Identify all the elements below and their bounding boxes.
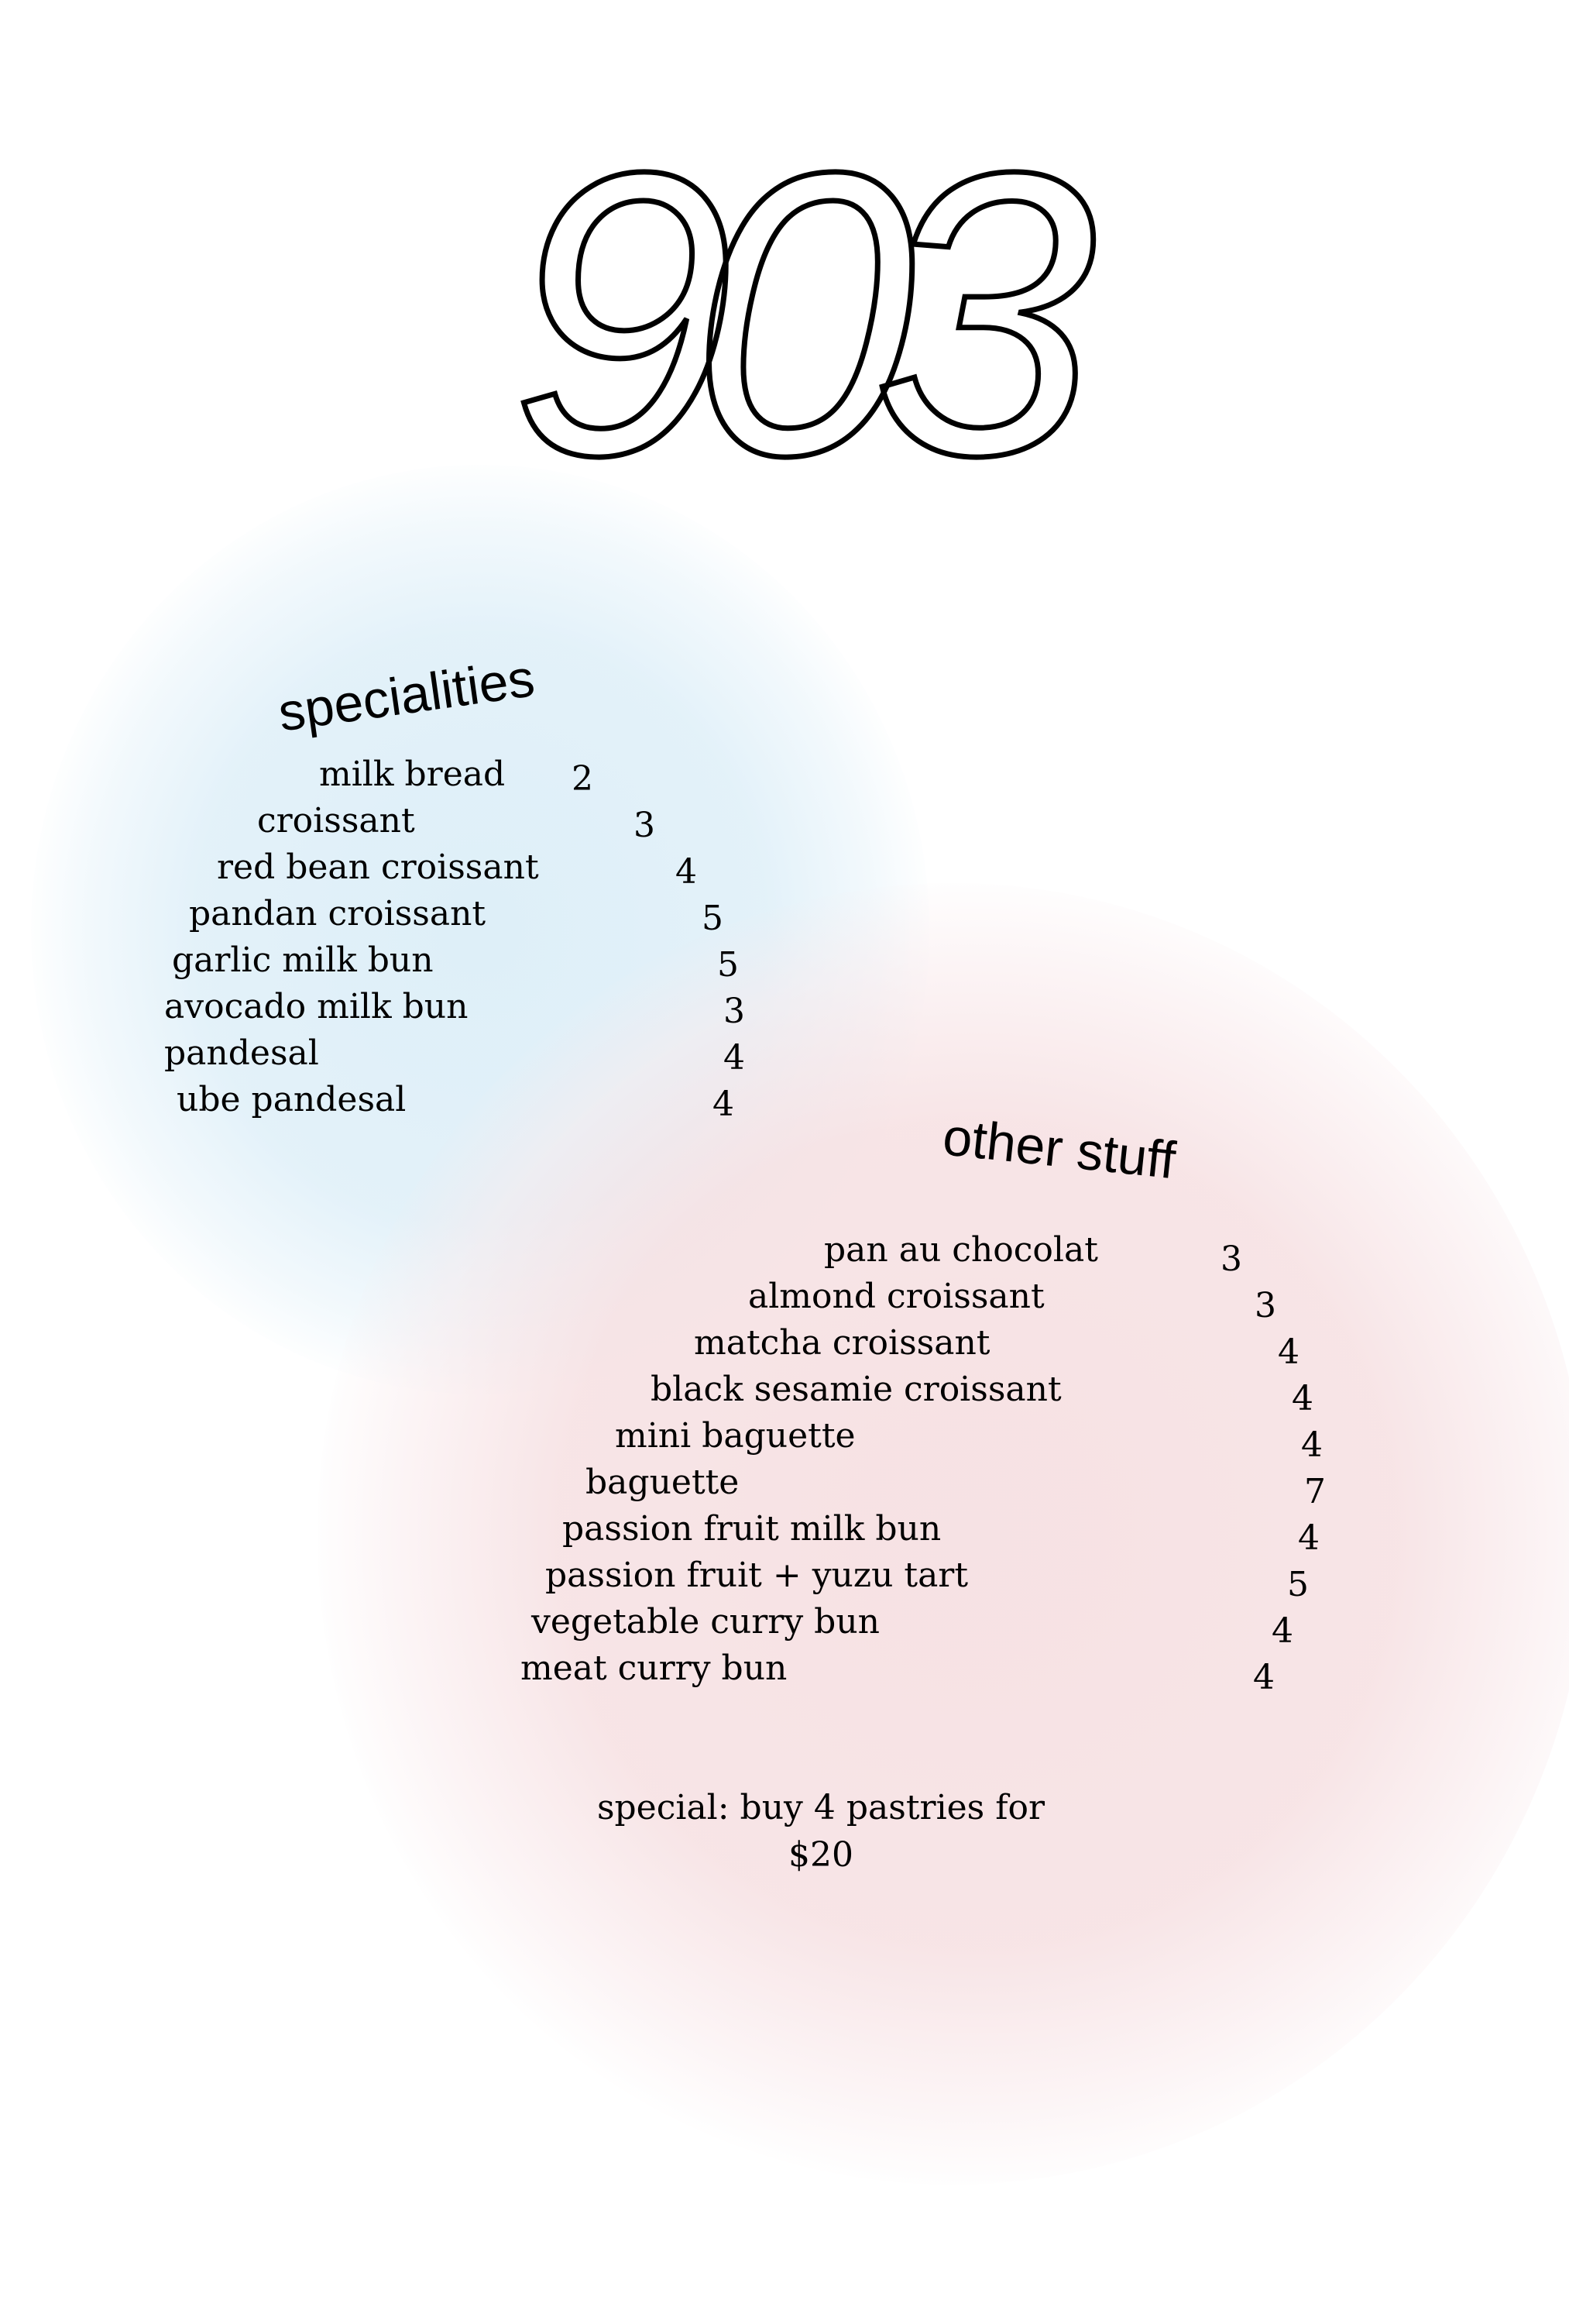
other-stuff-item-name: meat curry bun [520, 1648, 788, 1688]
other-stuff-item-price: 3 [1221, 1239, 1242, 1279]
pink-background-blob [318, 883, 1569, 2185]
other-stuff-item-price: 4 [1298, 1518, 1320, 1558]
specialities-item-name: ube pandesal [177, 1080, 407, 1119]
specialities-item-name: garlic milk bun [172, 940, 434, 980]
specialities-item-price: 3 [633, 806, 655, 845]
other-stuff-item-price: 3 [1255, 1286, 1276, 1325]
specialities-item-name: pandesal [164, 1033, 319, 1073]
specialities-item-price: 3 [723, 992, 745, 1031]
other-stuff-item-price: 4 [1292, 1379, 1313, 1418]
specialities-item-name: pandan croissant [189, 894, 486, 933]
other-stuff-item-price: 5 [1287, 1565, 1309, 1604]
special-offer-line1: special: buy 4 pastries for [596, 1788, 1045, 1827]
specialities-item-name: red bean croissant [217, 847, 539, 887]
other-stuff-item-price: 4 [1278, 1332, 1299, 1372]
logo-903: 903 [507, 87, 1145, 542]
specialities-item-price: 4 [723, 1038, 745, 1078]
specialities-item-price: 4 [675, 852, 697, 892]
other-stuff-item-name: almond croissant [748, 1277, 1045, 1316]
other-stuff-item-name: vegetable curry bun [531, 1602, 881, 1642]
other-stuff-item-price: 7 [1304, 1472, 1326, 1511]
other-stuff-item-price: 4 [1272, 1611, 1293, 1651]
other-stuff-item-price: 4 [1301, 1425, 1323, 1465]
other-stuff-item-name: passion fruit + yuzu tart [545, 1556, 969, 1595]
special-offer-price: $20 [788, 1835, 853, 1875]
other-stuff-item-name: mini baguette [615, 1416, 856, 1456]
other-stuff-item-name: black sesamie croissant [651, 1370, 1062, 1409]
other-stuff-item-name: pan au chocolat [824, 1230, 1098, 1270]
specialities-item-price: 5 [702, 899, 723, 938]
other-stuff-item-price: 4 [1253, 1658, 1275, 1697]
logo-text: 903 [510, 89, 1100, 539]
other-stuff-item-name: baguette [585, 1463, 740, 1502]
specialities-item-name: avocado milk bun [164, 987, 469, 1026]
specialities-item-price: 4 [712, 1085, 734, 1124]
other-stuff-item-name: passion fruit milk bun [562, 1509, 942, 1549]
specialities-item-name: milk bread [319, 755, 506, 794]
specialities-item-name: croissant [257, 801, 415, 841]
specialities-item-price: 5 [717, 945, 739, 985]
specialities-item-price: 2 [572, 759, 593, 799]
other-stuff-item-name: matcha croissant [694, 1323, 990, 1363]
